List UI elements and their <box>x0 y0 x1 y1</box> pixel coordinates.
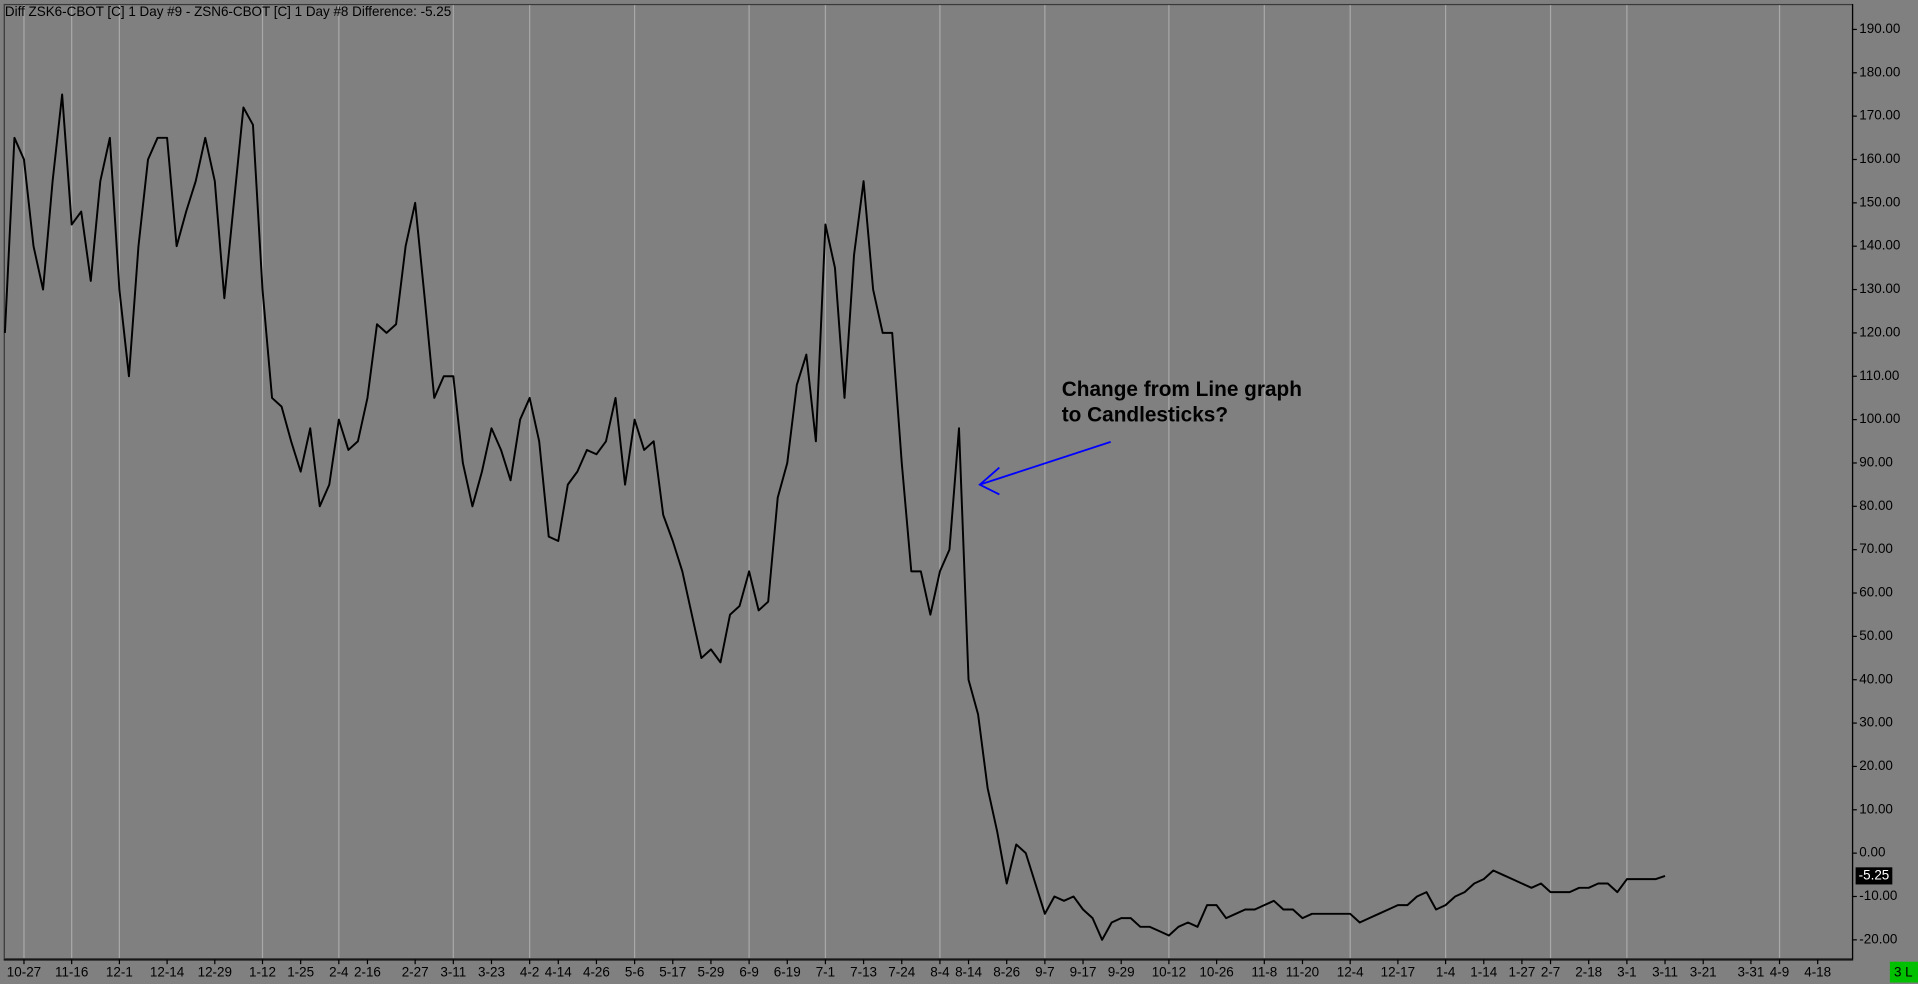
x-tick-label: 6-9 <box>739 964 758 979</box>
x-tick-label: 8-4 <box>930 964 950 979</box>
x-tick-label: 5-6 <box>625 964 644 979</box>
x-tick-label: 3-21 <box>1690 964 1717 979</box>
x-tick-label: 10-26 <box>1199 964 1233 979</box>
x-tick-label: 9-17 <box>1070 964 1097 979</box>
y-tick-label: 10.00 <box>1859 801 1893 816</box>
marks <box>3 93 1666 941</box>
x-tick-label: 9-7 <box>1035 964 1054 979</box>
x-tick-label: 10-27 <box>7 964 41 979</box>
grid <box>23 5 1781 959</box>
y-tick-label: 0.00 <box>1859 845 1885 860</box>
x-tick-label: 1-12 <box>249 964 276 979</box>
y-tick-label: 110.00 <box>1859 368 1899 383</box>
x-tick-label: 3-31 <box>1737 964 1764 979</box>
x-tick-label: 11-16 <box>55 964 88 979</box>
x-tick-label: 8-14 <box>955 964 982 979</box>
y-tick-label: 140.00 <box>1859 238 1900 253</box>
y-tick-label: 90.00 <box>1859 455 1893 470</box>
x-tick-label: 11-20 <box>1286 964 1319 979</box>
x-tick-label: 1-25 <box>287 964 314 979</box>
x-tick-label: 4-9 <box>1770 964 1789 979</box>
x-tick-label: 4-26 <box>583 964 610 979</box>
y-tick-label: 160.00 <box>1859 151 1900 166</box>
x-tick-label: 2-18 <box>1575 964 1602 979</box>
data-line <box>3 93 1666 941</box>
last-value-box <box>1855 867 1893 885</box>
x-tick-label: 1-14 <box>1470 964 1497 979</box>
y-tick-label: 80.00 <box>1859 498 1893 513</box>
annotation: to Candlesticks? <box>1062 404 1228 427</box>
y-tick-label: 190.00 <box>1859 21 1900 36</box>
x-tick-label: 4-18 <box>1804 964 1831 979</box>
x-tick-label: 2-7 <box>1541 964 1560 979</box>
x-tick-label: 2-27 <box>402 964 429 979</box>
x-tick-label: 4-14 <box>545 964 572 979</box>
y-tick-label: 70.00 <box>1859 541 1893 556</box>
x-tick-label: 8-26 <box>993 964 1020 979</box>
x-tick-label: 3-11 <box>440 964 466 979</box>
x-tick-label: 7-1 <box>816 964 835 979</box>
x-tick-label: 12-1 <box>106 964 133 979</box>
x-tick-label: 1-4 <box>1436 964 1456 979</box>
y-tick-label: -20.00 <box>1859 931 1897 946</box>
status-label: 3 L <box>1894 964 1913 979</box>
y-tick-label: 120.00 <box>1859 324 1900 339</box>
x-tick-label: 5-17 <box>659 964 686 979</box>
x-tick-label: 12-17 <box>1381 964 1415 979</box>
chart-title: Diff ZSK6-CBOT [C] 1 Day #9 - ZSN6-CBOT … <box>5 4 451 19</box>
x-tick-label: 3-11 <box>1652 964 1678 979</box>
y-tick-label: 170.00 <box>1859 108 1900 123</box>
x-tick-label: 2-4 <box>329 964 349 979</box>
y-tick-label: 20.00 <box>1859 758 1893 773</box>
last-value-label: -5.25 <box>1859 867 1890 882</box>
x-tick-label: 12-4 <box>1337 964 1364 979</box>
y-tick-label: 30.00 <box>1859 715 1893 730</box>
y-tick-label: 150.00 <box>1859 194 1900 209</box>
x-tick-label: 12-14 <box>150 964 185 979</box>
annotation-arrow <box>978 440 1111 496</box>
y-tick-label: 40.00 <box>1859 671 1893 686</box>
x-tick-label: 12-29 <box>198 964 232 979</box>
x-tick-label: 7-13 <box>850 964 877 979</box>
y-tick-label: 100.00 <box>1859 411 1900 426</box>
y-tick-label: 50.00 <box>1859 628 1893 643</box>
x-tick-label: 5-29 <box>697 964 724 979</box>
y-tick-label: 130.00 <box>1859 281 1900 296</box>
y-tick-label: -10.00 <box>1859 888 1897 903</box>
x-tick-label: 10-12 <box>1152 964 1186 979</box>
x-tick-label: 11-8 <box>1251 964 1277 979</box>
y-tick-label: 180.00 <box>1859 64 1900 79</box>
y-tick-label: 60.00 <box>1859 585 1893 600</box>
x-tick-label: 9-29 <box>1108 964 1135 979</box>
x-tick-label: 2-16 <box>354 964 381 979</box>
x-tick-label: 7-24 <box>888 964 915 979</box>
annotation: Change from Line graph <box>1062 378 1302 401</box>
x-tick-label: 6-19 <box>774 964 801 979</box>
x-tick-label: 3-23 <box>478 964 505 979</box>
x-tick-label: 1-27 <box>1508 964 1535 979</box>
x-tick-label: 4-2 <box>520 964 539 979</box>
x-tick-label: 3-1 <box>1617 964 1636 979</box>
status-box <box>1889 961 1918 983</box>
